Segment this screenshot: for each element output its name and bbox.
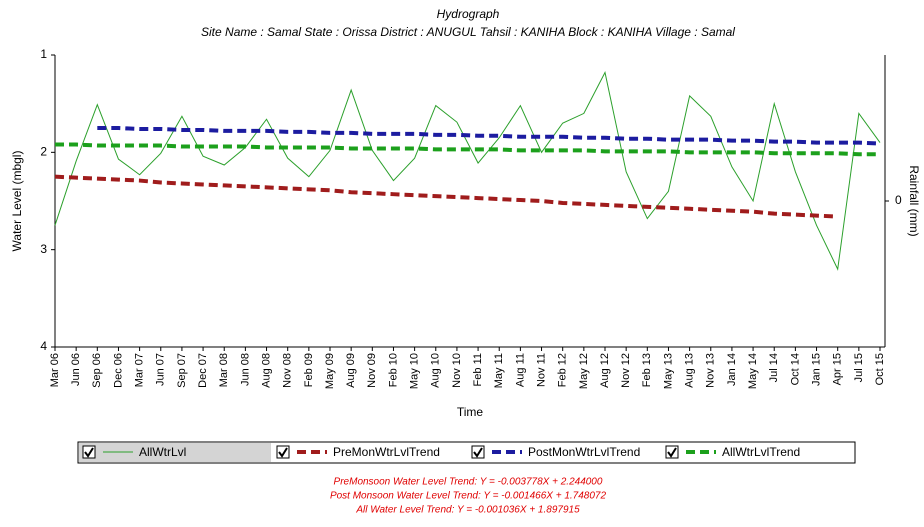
x-tick-label: Aug 10 bbox=[430, 353, 442, 388]
x-tick-label: Nov 13 bbox=[705, 353, 717, 388]
x-tick-label: May 10 bbox=[409, 353, 421, 389]
x-tick-label: Jun 07 bbox=[155, 353, 167, 386]
x-tick-label: Jun 06 bbox=[70, 353, 82, 386]
x-tick-label: Mar 06 bbox=[49, 353, 61, 387]
x-tick-label: Jul 14 bbox=[768, 353, 780, 382]
legend-check bbox=[278, 447, 288, 458]
x-tick-label: Nov 08 bbox=[282, 353, 294, 388]
y-tick-label: 1 bbox=[40, 47, 47, 61]
x-tick-label: Nov 12 bbox=[620, 353, 632, 388]
y2-axis-label: Rainfall (mm) bbox=[907, 165, 921, 236]
x-tick-label: Jun 08 bbox=[239, 353, 251, 386]
y-tick-label: 4 bbox=[40, 339, 47, 353]
x-tick-label: Dec 06 bbox=[112, 353, 124, 388]
x-tick-label: Feb 13 bbox=[641, 353, 653, 387]
trend-equation: PreMonsoon Water Level Trend: Y = -0.003… bbox=[334, 477, 603, 488]
x-tick-label: Feb 10 bbox=[387, 353, 399, 387]
x-tick-label: Nov 09 bbox=[366, 353, 378, 388]
x-tick-label: Aug 13 bbox=[684, 353, 696, 388]
legend bbox=[77, 441, 856, 464]
chart-title: Hydrograph bbox=[437, 7, 500, 21]
legend-label: AllWtrLvl bbox=[139, 445, 186, 459]
series-line bbox=[54, 71, 881, 271]
x-tick-label: May 09 bbox=[324, 353, 336, 389]
series-line bbox=[54, 174, 838, 219]
legend-highlight bbox=[79, 443, 271, 462]
x-tick-label: Feb 11 bbox=[472, 353, 484, 386]
legend-check bbox=[667, 447, 677, 458]
x-tick-label: Oct 14 bbox=[789, 353, 801, 385]
x-tick-label: May 11 bbox=[493, 353, 505, 388]
x-tick-label: May 12 bbox=[578, 353, 590, 389]
x-tick-label: Aug 12 bbox=[599, 353, 611, 388]
x-tick-label: Apr 15 bbox=[832, 353, 844, 385]
x-tick-label: Oct 15 bbox=[874, 353, 886, 385]
x-tick-label: Aug 08 bbox=[260, 353, 272, 388]
trend-equation: All Water Level Trend: Y = -0.001036X + … bbox=[355, 505, 580, 516]
x-tick-label: May 13 bbox=[662, 353, 674, 389]
legend-check bbox=[84, 447, 94, 458]
x-tick-label: Mar 07 bbox=[134, 353, 146, 387]
y-tick-label: 2 bbox=[40, 145, 47, 159]
legend-check bbox=[473, 447, 483, 458]
y-tick-label: 3 bbox=[40, 242, 47, 256]
series-line bbox=[97, 126, 881, 146]
x-tick-label: Mar 08 bbox=[218, 353, 230, 387]
y2-tick-label: 0 bbox=[895, 193, 902, 207]
trend-equation: Post Monsoon Water Level Trend: Y = -0.0… bbox=[330, 491, 607, 502]
x-tick-label: Nov 10 bbox=[451, 353, 463, 388]
x-tick-label: Dec 07 bbox=[197, 353, 209, 388]
x-tick-label: Sep 07 bbox=[176, 353, 188, 388]
x-tick-label: Sep 06 bbox=[91, 353, 103, 388]
series-line bbox=[55, 142, 880, 157]
legend-label: PreMonWtrLvlTrend bbox=[333, 445, 440, 459]
x-tick-label: Aug 09 bbox=[345, 353, 357, 388]
chart-subtitle: Site Name : Samal State : Orissa Distric… bbox=[201, 25, 735, 39]
x-tick-label: Jan 14 bbox=[726, 353, 738, 386]
x-tick-label: Feb 09 bbox=[303, 353, 315, 387]
legend-label: PostMonWtrLvlTrend bbox=[528, 445, 640, 459]
x-tick-label: May 14 bbox=[747, 353, 759, 389]
x-tick-label: Nov 11 bbox=[535, 353, 547, 387]
x-axis-label: Time bbox=[457, 405, 484, 419]
x-tick-label: Feb 12 bbox=[557, 353, 569, 387]
x-tick-label: Jul 15 bbox=[853, 353, 865, 382]
x-tick-label: Jan 15 bbox=[810, 353, 822, 386]
y-axis-label: Water Level (mbgl) bbox=[10, 151, 24, 252]
x-tick-label: Aug 11 bbox=[514, 353, 526, 387]
legend-label: AllWtrLvlTrend bbox=[722, 445, 800, 459]
